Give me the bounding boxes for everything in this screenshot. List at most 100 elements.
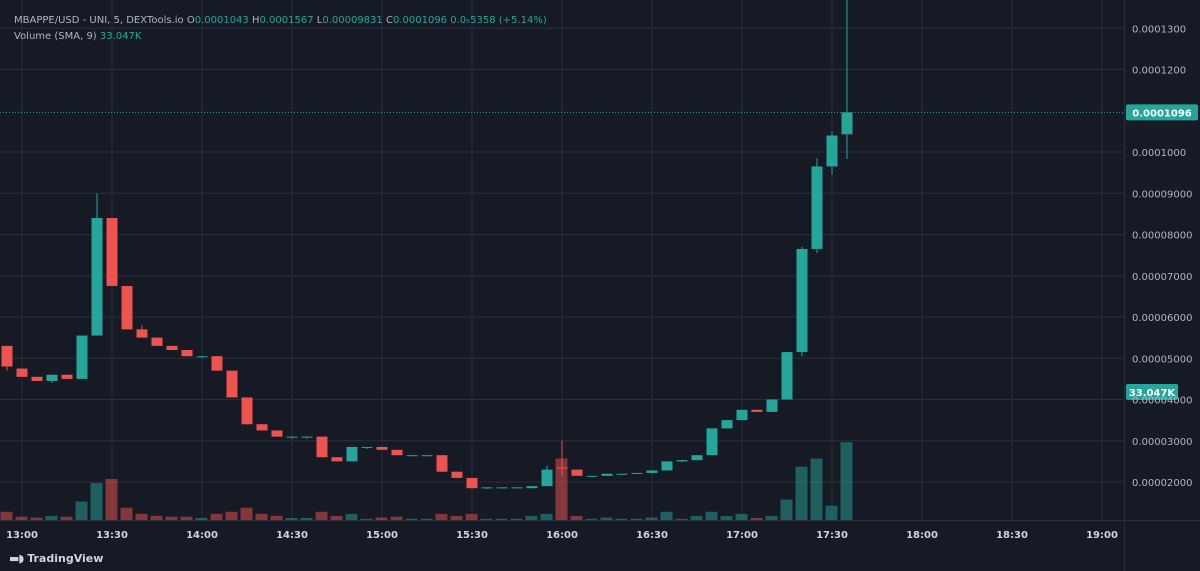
candle-body	[556, 467, 568, 469]
candle-body	[136, 329, 148, 338]
volume-bar	[420, 518, 433, 520]
volume-bar	[555, 458, 568, 520]
volume-bar	[285, 517, 298, 520]
volume-bar	[735, 513, 748, 520]
volume-bar	[435, 513, 448, 520]
volume-bar	[570, 515, 583, 520]
volume-bar	[795, 466, 808, 520]
volume-bar	[45, 515, 58, 520]
volume-bar	[750, 517, 763, 520]
volume-bar	[60, 516, 73, 520]
volume-bar	[150, 515, 163, 520]
volume-bar	[225, 511, 238, 520]
close-value: 0.0001096	[392, 15, 448, 26]
x-tick-label: 15:00	[366, 530, 398, 541]
volume-bar	[30, 517, 43, 520]
volume-bar	[510, 518, 523, 520]
x-tick-label: 15:30	[456, 530, 488, 541]
volume-bar	[195, 517, 208, 520]
tradingview-logo[interactable]: ▬◗ TradingView	[9, 552, 103, 565]
volume-bar	[585, 518, 598, 520]
volume-bar	[675, 518, 688, 520]
x-tick-label: 16:30	[636, 530, 668, 541]
volume-bar	[810, 458, 823, 520]
candle-body	[46, 374, 58, 381]
open-label: O	[186, 15, 195, 26]
candle-body	[526, 486, 538, 489]
volume-indicator-label[interactable]: Volume (SMA, 9)	[14, 31, 97, 42]
candle-body	[406, 455, 418, 457]
volume-bar	[645, 517, 658, 520]
x-tick-label: 16:00	[546, 530, 578, 541]
candle-body	[286, 436, 298, 438]
candle-body	[736, 409, 748, 421]
volume-bar	[120, 507, 133, 520]
volume-bar	[825, 505, 838, 520]
y-tick-label: 0.00008000	[1132, 231, 1192, 242]
volume-indicator-value: 33.047K	[99, 31, 142, 42]
y-tick-label: 0.0001000	[1132, 148, 1186, 159]
candle-body	[466, 477, 478, 489]
candle-body	[646, 470, 658, 473]
candle-body	[706, 428, 718, 456]
candle-body	[766, 399, 778, 412]
volume-bar	[405, 518, 418, 520]
volume-bar	[270, 515, 283, 520]
candle-body	[721, 420, 733, 429]
candle-body	[346, 446, 358, 462]
brand-name: TradingView	[27, 552, 104, 565]
candle-body	[511, 487, 523, 489]
candle-body	[316, 436, 328, 458]
volume-bar	[0, 511, 13, 520]
high-label: H	[251, 15, 260, 26]
candle-body	[181, 350, 193, 357]
candle-body	[781, 352, 793, 400]
volume-bar	[450, 515, 463, 520]
volume-bar	[165, 516, 178, 520]
volume-bar	[630, 518, 643, 520]
candle-body	[331, 457, 343, 462]
candle-body	[676, 460, 688, 462]
candle-body	[301, 436, 313, 438]
volume-badge	[1126, 384, 1178, 400]
candle-body	[616, 473, 628, 475]
y-tick-label: 0.0001200	[1132, 66, 1186, 77]
candle-body	[91, 218, 103, 336]
volume-bar	[690, 515, 703, 520]
candle-body	[1, 345, 13, 367]
x-tick-label: 17:00	[726, 530, 758, 541]
open-value: 0.0001043	[194, 15, 249, 26]
volume-bar	[480, 518, 493, 520]
close-label: C	[385, 15, 393, 26]
x-tick-label: 14:30	[276, 530, 308, 541]
candle-body	[361, 446, 373, 448]
volume-bar	[105, 479, 118, 520]
volume-bar	[375, 517, 388, 520]
candle-body	[391, 449, 403, 456]
candle-body	[16, 368, 28, 377]
candle-body	[541, 469, 553, 487]
candle-body	[106, 218, 118, 287]
candle-body	[121, 286, 133, 330]
price-overlay: 0.0001096 33.047K	[0, 104, 1198, 400]
x-tick-label: 18:30	[996, 530, 1028, 541]
candles	[1, 0, 853, 490]
candle-body	[796, 248, 808, 353]
volume-bar	[180, 516, 193, 520]
candle-body	[811, 166, 823, 249]
volume-bars	[0, 442, 853, 520]
candle-body	[31, 376, 43, 381]
y-tick-label: 0.00004000	[1132, 396, 1192, 407]
y-tick-label: 0.0001300	[1132, 24, 1186, 35]
symbol-title: MBAPPE/USD - UNI, 5, DEXTools.io	[14, 15, 184, 26]
volume-bar	[720, 515, 733, 520]
volume-bar	[495, 518, 508, 520]
candle-body	[436, 455, 448, 472]
y-tick-label: 0.00009000	[1132, 189, 1192, 200]
volume-bar	[255, 513, 268, 520]
candle-body	[421, 455, 433, 457]
candle-body	[76, 335, 88, 379]
low-value: 0.00009831	[322, 15, 383, 26]
